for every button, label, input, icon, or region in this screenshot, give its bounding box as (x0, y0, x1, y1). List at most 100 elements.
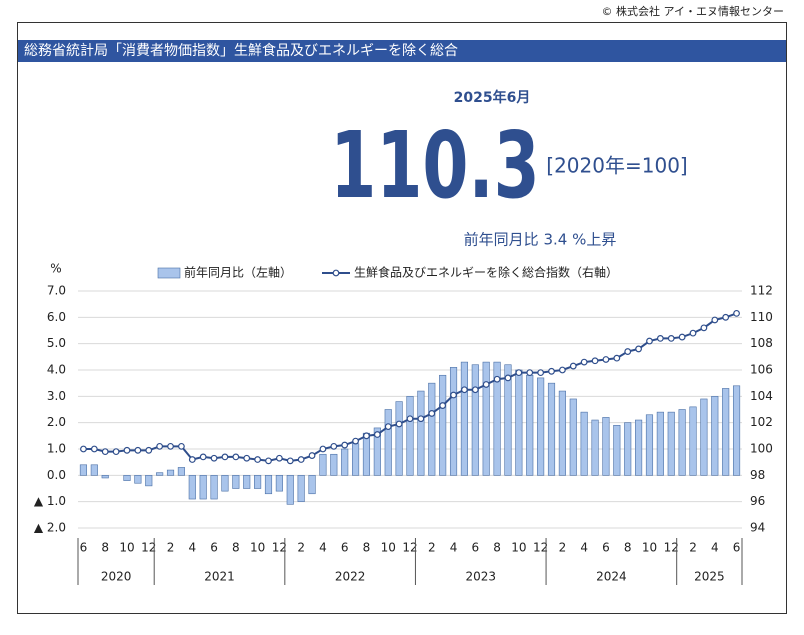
legend-marker (332, 269, 340, 277)
line-marker (450, 391, 457, 399)
line-marker (689, 329, 697, 337)
year-label: 2021 (204, 570, 235, 584)
bar (352, 443, 360, 476)
x-tick-label: 12 (141, 541, 156, 555)
line-marker (199, 453, 207, 461)
bar (188, 475, 196, 500)
line-marker (635, 345, 642, 353)
bar (493, 361, 501, 476)
copyright: © 株式会社 アイ・エヌ情報センター (602, 4, 784, 18)
bar (504, 364, 512, 476)
line-marker (112, 448, 120, 456)
line-marker (145, 446, 153, 454)
line-marker (232, 453, 240, 461)
bar (613, 424, 621, 476)
x-tick-label: 6 (210, 541, 218, 555)
bar (275, 475, 283, 492)
line-marker (178, 442, 185, 450)
x-tick-label: 2 (559, 541, 567, 555)
bar (678, 409, 686, 476)
line-marker (482, 381, 490, 388)
legend-label: 前年同月比（左軸） (184, 265, 292, 280)
y2-tick-label: 98 (750, 468, 765, 482)
y-tick-label: 2.0 (47, 415, 66, 429)
line-marker (678, 333, 686, 341)
y-tick-label: 3.0 (47, 389, 66, 403)
bar (569, 398, 577, 476)
line-marker (254, 456, 262, 463)
x-tick-label: 10 (119, 541, 134, 555)
x-tick-label: 4 (711, 541, 719, 555)
bar (471, 364, 479, 476)
line-marker (167, 442, 174, 450)
y2-tick-label: 112 (750, 284, 773, 298)
bar (156, 472, 164, 476)
year-label: 2024 (596, 570, 627, 584)
y-tick-label: 6.0 (47, 310, 66, 324)
line-marker (428, 410, 436, 417)
line-marker (569, 362, 577, 370)
line-marker (221, 453, 229, 461)
y2-tick-label: 100 (750, 442, 773, 456)
bar (123, 475, 131, 481)
line-marker (384, 423, 392, 431)
x-tick-label: 2 (689, 541, 697, 555)
y2-tick-label: 96 (750, 494, 765, 508)
line-marker (461, 386, 468, 394)
year-label: 2025 (694, 570, 725, 584)
bar (254, 475, 262, 489)
x-tick-label: 4 (188, 541, 196, 555)
bar (722, 388, 730, 476)
bar (689, 406, 697, 476)
x-tick-label: 2 (428, 541, 436, 555)
change: 前年同月比 3.4 %上昇 (464, 231, 617, 249)
line-marker (439, 402, 447, 409)
bar (547, 382, 556, 476)
line-marker (580, 358, 588, 366)
line-marker (286, 457, 294, 465)
x-tick-label: 10 (511, 541, 526, 555)
line-marker (656, 335, 664, 342)
y-tick-label: 1.0 (47, 442, 66, 456)
legend-swatch (157, 267, 181, 279)
x-tick-label: 12 (272, 541, 287, 555)
bar (558, 390, 566, 476)
bar (243, 475, 251, 489)
year-label: 2020 (101, 570, 132, 584)
x-tick-label: 12 (533, 541, 548, 555)
line-marker (352, 437, 359, 445)
line-marker (591, 357, 599, 365)
x-tick-label: 6 (733, 541, 741, 555)
bar (210, 475, 218, 500)
header-title: 総務省統計局「消費者物価指数」生鮮食品及びエネルギーを除く総合 (24, 42, 458, 59)
bar (297, 475, 305, 502)
bar (406, 396, 414, 476)
line-marker (733, 309, 740, 317)
period: 2025年6月 (454, 89, 531, 106)
bar (166, 469, 175, 476)
bar (602, 417, 610, 476)
y-unit: % (50, 262, 61, 276)
line-marker (493, 375, 501, 383)
line-marker (80, 445, 87, 453)
y-tick-label: 4.0 (47, 363, 66, 377)
line-marker (646, 337, 653, 345)
line-marker (341, 441, 349, 449)
bar (177, 467, 185, 476)
y2-tick-label: 108 (750, 336, 773, 350)
bar (656, 411, 664, 476)
line-marker (624, 348, 632, 355)
line-marker (526, 369, 534, 377)
line-marker (275, 454, 283, 462)
bar (526, 374, 534, 476)
frame (17, 22, 787, 614)
bar (384, 409, 392, 476)
line-marker (406, 415, 414, 423)
bar (537, 377, 545, 476)
base: [2020年=100] (546, 154, 687, 178)
bar (134, 475, 142, 484)
line-marker (188, 456, 196, 463)
line-marker (319, 445, 327, 453)
line-marker (123, 446, 131, 454)
x-tick-label: 8 (232, 541, 240, 555)
